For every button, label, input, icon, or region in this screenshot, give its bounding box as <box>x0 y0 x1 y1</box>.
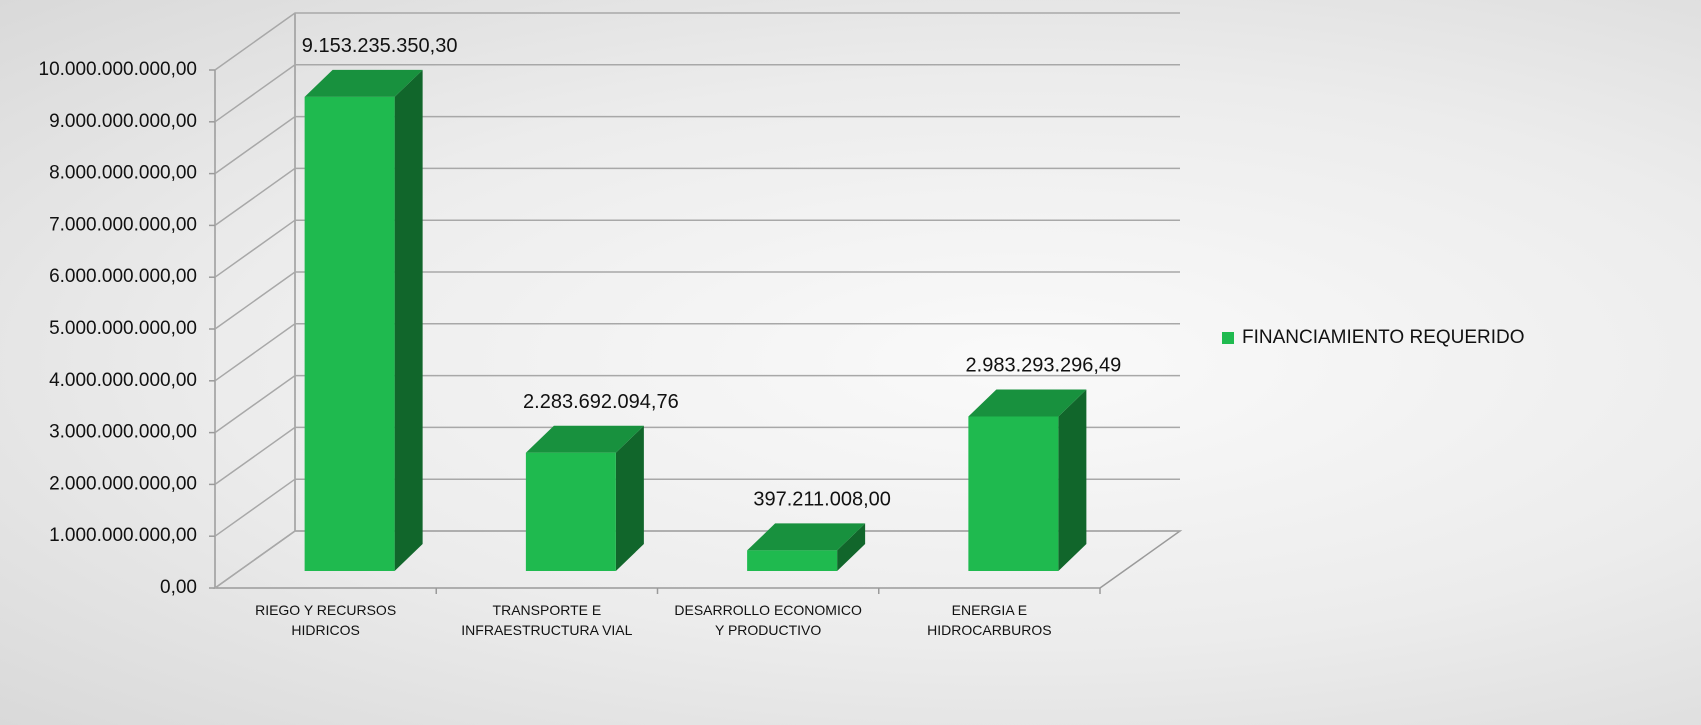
x-tick-label: RIEGO Y RECURSOS HIDRICOS <box>255 602 397 638</box>
grid-line <box>214 12 1180 71</box>
x-tick-label: ENERGIA E HIDROCARBUROS <box>927 602 1052 638</box>
y-tick-label: 1.000.000.000,00 <box>49 525 197 546</box>
bar-side <box>837 523 866 571</box>
y-tick-label: 6.000.000.000,00 <box>49 266 197 287</box>
bar <box>747 550 838 571</box>
data-label: 2.983.293.296,49 <box>966 355 1122 377</box>
data-label: 397.211.008,00 <box>753 489 891 511</box>
y-tick-label: 3.000.000.000,00 <box>49 422 197 443</box>
y-tick-label: 9.000.000.000,00 <box>49 111 197 132</box>
bar <box>968 416 1059 571</box>
y-tick-label: 2.000.000.000,00 <box>49 473 197 494</box>
y-tick-label: 4.000.000.000,00 <box>49 370 197 391</box>
grid-line <box>214 530 1180 589</box>
data-label: 2.283.692.094,76 <box>523 391 679 413</box>
grid-line <box>214 167 1180 227</box>
legend-swatch <box>1222 332 1234 344</box>
bar-top <box>968 389 1087 417</box>
grid-line <box>214 64 1180 123</box>
grid-line <box>214 478 1180 537</box>
bar-top <box>304 69 423 97</box>
grid-line <box>214 115 1180 175</box>
grid-line <box>214 219 1180 278</box>
bar-top <box>747 523 866 551</box>
grid-line <box>214 323 1180 382</box>
bar-side <box>1058 389 1087 571</box>
bar-side <box>394 69 423 571</box>
y-tick-label: 7.000.000.000,00 <box>49 214 197 235</box>
y-tick-label: 5.000.000.000,00 <box>49 318 197 339</box>
bar <box>525 452 616 571</box>
x-tick-label: DESARROLLO ECONOMICO Y PRODUCTIVO <box>674 602 862 638</box>
x-tick-label: TRANSPORTE E INFRAESTRUCTURA VIAL <box>461 602 633 638</box>
y-tick-label: 8.000.000.000,00 <box>49 163 197 184</box>
bar-top <box>525 425 644 453</box>
grid-line <box>214 374 1180 434</box>
legend-label: FINANCIAMIENTO REQUERIDO <box>1242 327 1525 348</box>
data-label: 9.153.235.350,30 <box>302 35 458 57</box>
y-tick-label: 10.000.000.000,00 <box>39 59 198 80</box>
grid-line <box>214 426 1180 486</box>
grid-line <box>214 271 1180 330</box>
bar <box>304 96 395 571</box>
y-tick-label: 0,00 <box>160 577 197 598</box>
bar-side <box>615 425 644 571</box>
